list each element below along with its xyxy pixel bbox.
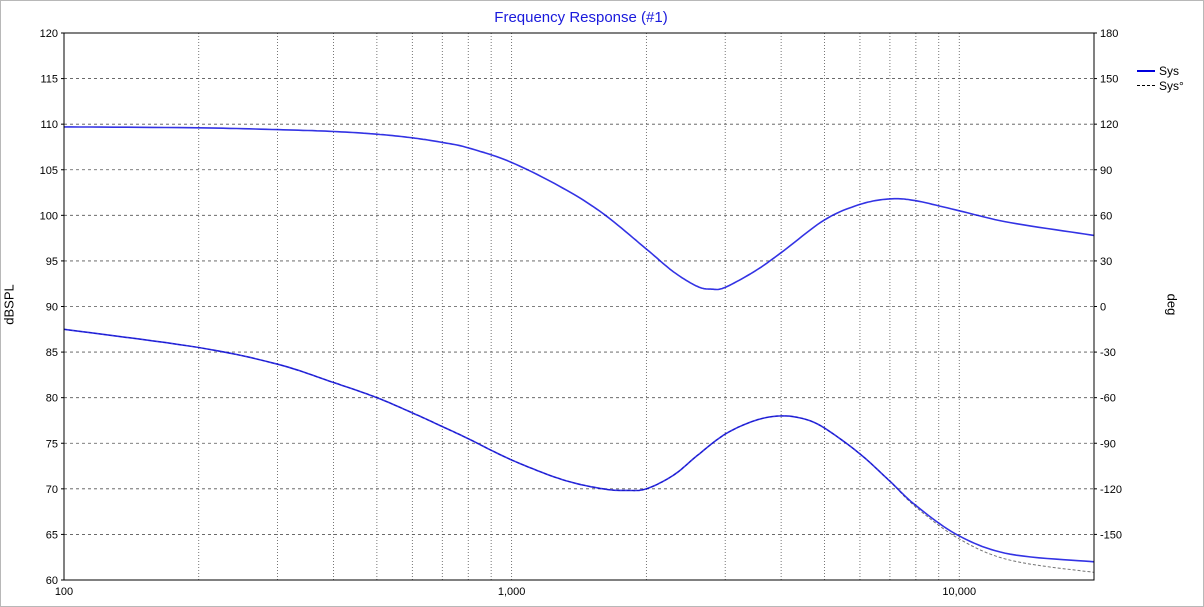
y2-tick-label: -150 (1100, 529, 1122, 541)
series-lines (63, 126, 1095, 573)
legend-item-sys-phase: Sys° (1137, 78, 1184, 93)
grid-lines (64, 33, 1094, 580)
y2-tick-label: -30 (1100, 347, 1116, 359)
y-tick-label: 110 (40, 119, 58, 131)
y-tick-label: 65 (46, 529, 58, 541)
y2-tick-label: 150 (1100, 74, 1118, 86)
legend-swatch-dashed (1137, 85, 1155, 86)
y-tick-label: 120 (40, 28, 58, 40)
series-line-1 (63, 328, 1095, 573)
series-line-2 (63, 328, 1095, 563)
legend-label: Sys° (1159, 78, 1184, 93)
y2-tick-label: 30 (1100, 256, 1112, 268)
x-tick-label: 100 (55, 586, 73, 598)
y2-tick-label: -120 (1100, 484, 1122, 496)
legend: Sys Sys° (1137, 63, 1184, 93)
y2-tick-label: -60 (1100, 393, 1116, 405)
y-tick-label: 100 (40, 210, 58, 222)
y2-tick-label: 180 (1100, 28, 1118, 40)
y-tick-label: 60 (46, 575, 58, 587)
y-tick-label: 95 (46, 256, 58, 268)
series-line-0 (64, 126, 1095, 291)
y2-tick-label: 0 (1100, 302, 1106, 314)
chart-title: Frequency Response (#1) (494, 9, 668, 26)
legend-item-sys: Sys (1137, 63, 1184, 78)
y2-tick-label: 90 (1100, 165, 1112, 177)
y-tick-label: 90 (46, 302, 58, 314)
y2-tick-label: -90 (1100, 438, 1116, 450)
x-tick-label: 1,000 (498, 586, 526, 598)
y-tick-label: 115 (40, 74, 58, 86)
y2-tick-label: 120 (1100, 119, 1118, 131)
y-tick-label: 105 (40, 165, 58, 177)
legend-swatch-solid (1137, 69, 1155, 72)
tick-labels: 100 1,000 10,000 60 65 70 75 80 85 90 95 100 105 110 1… (40, 28, 1122, 598)
y-tick-label: 80 (46, 393, 58, 405)
y-tick-label: 70 (46, 484, 58, 496)
plot-border (63, 32, 1095, 581)
y-tick-label: 75 (46, 438, 58, 450)
y-tick-label: 85 (46, 347, 58, 359)
x-tick-label: 10,000 (942, 586, 976, 598)
legend-label: Sys (1159, 63, 1180, 78)
y2-tick-label: 60 (1100, 210, 1112, 222)
